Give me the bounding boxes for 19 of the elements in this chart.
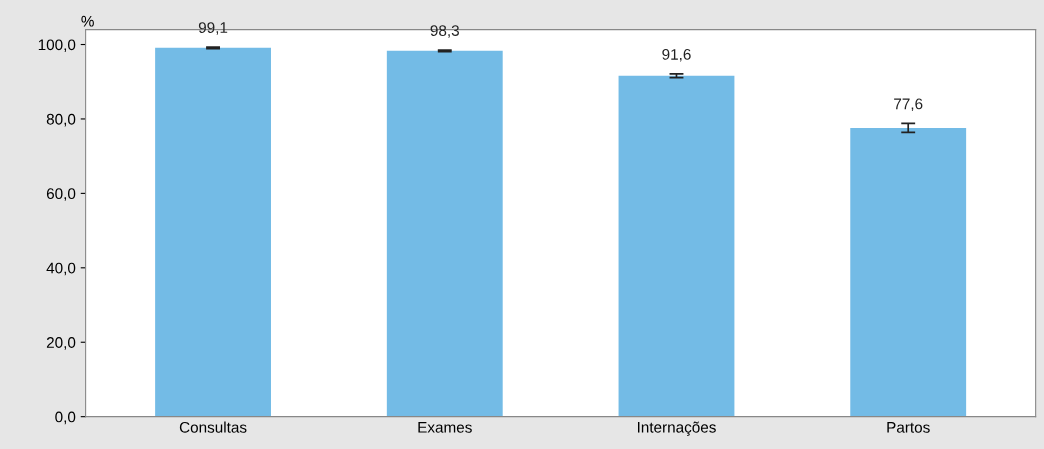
bar (618, 75, 735, 417)
bar (386, 50, 503, 417)
bar (850, 127, 967, 417)
y-tick-label: 60,0 (46, 188, 76, 201)
x-tick-label: Internações (637, 421, 716, 436)
x-tick-label: Partos (887, 422, 930, 433)
x-tick-label: Exames (418, 422, 472, 433)
data-label: 91,6 (662, 48, 691, 62)
y-tick-label: 80,0 (46, 113, 76, 127)
y-tick-label: 40,0 (46, 262, 76, 276)
data-label: 99,1 (198, 22, 228, 35)
bar (155, 47, 271, 417)
y-tick-label: 100,0 (38, 39, 76, 53)
y-tick-label: 20,0 (46, 337, 76, 350)
data-label: 77,6 (894, 98, 923, 112)
y-axis-title: % (81, 15, 94, 27)
x-tick-label: Consultas (179, 421, 247, 433)
y-tick-label: 0,0 (55, 411, 76, 425)
data-label: 98,3 (430, 25, 459, 38)
